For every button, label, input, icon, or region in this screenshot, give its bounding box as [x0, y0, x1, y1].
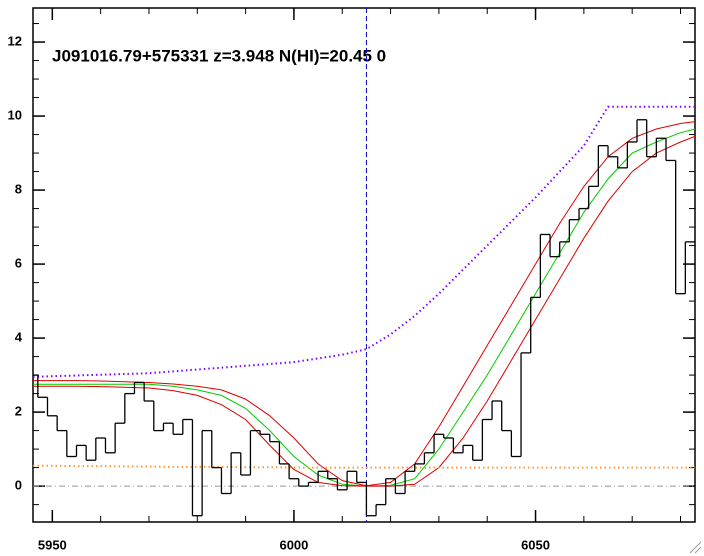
- grip-line: [694, 546, 702, 554]
- grip-line: [689, 541, 702, 554]
- y-tick-label: 6: [15, 256, 22, 271]
- x-tick-label: 6000: [279, 537, 308, 552]
- chart-title: J091016.79+575331 z=3.948 N(HI)=20.45 0: [52, 46, 386, 65]
- x-tick-label: 5950: [38, 537, 67, 552]
- x-tick-label: 6050: [521, 537, 550, 552]
- model-curve: [33, 464, 695, 469]
- y-tick-label: 12: [8, 33, 22, 48]
- y-tick-label: 8: [15, 182, 22, 197]
- resize-grip[interactable]: [689, 541, 702, 554]
- y-tick-label: 0: [15, 478, 22, 493]
- y-tick-label: 10: [8, 107, 22, 122]
- plot-frame: [32, 7, 696, 523]
- y-tick-label: 4: [15, 330, 23, 345]
- y-tick-label: 2: [15, 404, 22, 419]
- model-curve: [32, 105, 695, 378]
